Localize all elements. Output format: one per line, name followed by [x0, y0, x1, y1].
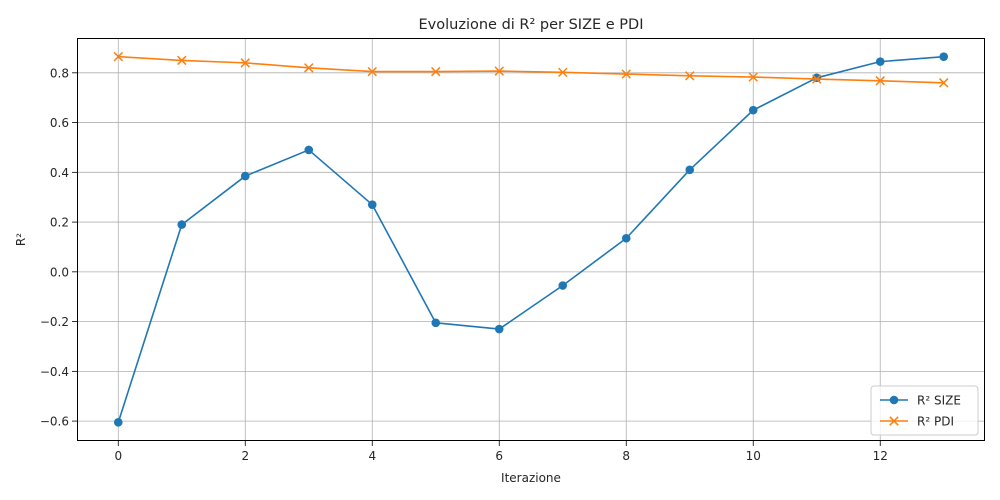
x-tick-label: 4	[368, 449, 376, 463]
data-point	[812, 74, 822, 84]
data-point	[748, 72, 758, 82]
data-point	[812, 73, 822, 83]
plot-frame	[77, 38, 985, 441]
data-point	[177, 55, 187, 66]
data-point	[113, 51, 124, 62]
data-point	[367, 200, 377, 209]
y-tick-label: 0.0	[50, 265, 69, 279]
x-tick-label: 12	[873, 449, 888, 463]
series-line	[117, 55, 944, 423]
legend-marker	[889, 395, 899, 405]
x-tick-label: 6	[495, 449, 503, 463]
data-point	[431, 318, 441, 328]
data-point	[939, 52, 949, 61]
legend-marker	[889, 416, 899, 426]
data-point	[431, 66, 441, 77]
x-tick-label: 0	[114, 449, 122, 463]
legend-label: R² SIZE	[917, 394, 961, 408]
legend: R² SIZE R² PDI	[870, 385, 979, 436]
x-tick-label: 10	[746, 449, 761, 463]
data-point	[558, 281, 568, 290]
data-point	[240, 171, 250, 181]
data-point	[938, 78, 949, 88]
series-2	[113, 51, 949, 88]
y-tick-label: −0.2	[40, 315, 69, 329]
data-point	[113, 418, 123, 427]
series-line	[118, 55, 944, 84]
y-tick-label: 0.6	[50, 116, 69, 130]
y-tick-label: 0.4	[50, 166, 69, 180]
y-tick-label: −0.6	[40, 415, 69, 429]
series-layer	[113, 51, 949, 427]
data-point	[875, 57, 885, 66]
y-axis-title: R²	[14, 233, 28, 246]
data-point	[685, 165, 695, 175]
x-tick-label: 8	[622, 449, 630, 463]
y-tick-label: 0.2	[50, 216, 69, 230]
data-point	[240, 58, 250, 68]
plot-area	[77, 38, 985, 441]
data-point	[304, 63, 314, 73]
grid-lines	[77, 38, 985, 441]
data-point	[304, 145, 314, 155]
data-point	[621, 233, 631, 243]
series-1	[113, 52, 949, 427]
data-point	[558, 67, 568, 78]
data-point	[875, 76, 885, 86]
chart-title: Evoluzione di R² per SIZE e PDI	[419, 17, 644, 33]
y-tick-label: 0.8	[50, 66, 69, 80]
y-tick-label: −0.4	[40, 365, 69, 379]
data-point	[621, 69, 631, 79]
data-point	[177, 220, 187, 229]
axis-ticks: 0 2 4 6 8 10 12 −0.6 −0.4 −0.2 0.0 0.2 0.4 0.6 0.8	[40, 66, 888, 463]
data-point	[748, 105, 758, 115]
legend-label: R² PDI	[917, 415, 954, 429]
data-point	[685, 71, 695, 81]
data-point	[494, 66, 504, 76]
data-point	[494, 324, 504, 334]
data-point	[367, 66, 377, 77]
x-tick-label: 2	[241, 449, 249, 463]
x-axis-title: Iterazione	[501, 471, 561, 485]
